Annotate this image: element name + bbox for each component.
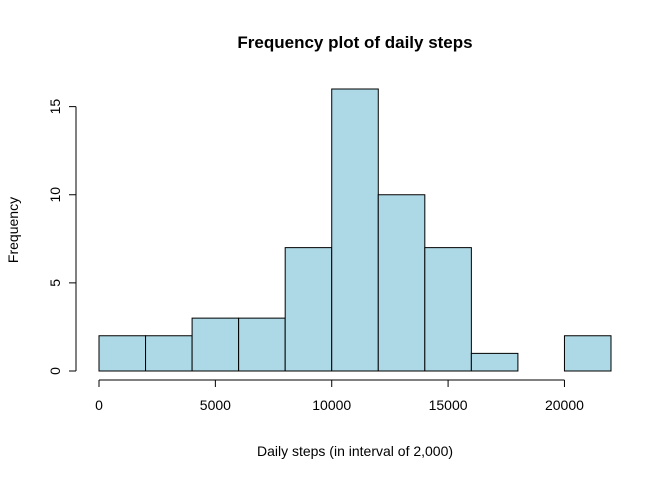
x-tick-label: 5000 bbox=[200, 397, 231, 413]
histogram-bar bbox=[563, 335, 612, 372]
histogram-bar bbox=[470, 352, 519, 372]
chart-title: Frequency plot of daily steps bbox=[237, 33, 472, 52]
y-tick-label: 0 bbox=[47, 367, 63, 375]
y-axis-label: Frequency bbox=[5, 197, 21, 263]
bars-group bbox=[98, 88, 612, 372]
histogram-bar bbox=[424, 247, 472, 372]
y-tick-label: 10 bbox=[47, 187, 63, 203]
histogram-bar bbox=[238, 317, 286, 372]
x-axis-label: Daily steps (in interval of 2,000) bbox=[257, 443, 453, 459]
histogram-bar bbox=[284, 247, 333, 372]
histogram-bar bbox=[331, 88, 379, 372]
x-tick-label: 0 bbox=[95, 397, 103, 413]
y-axis: 0 5 10 15 bbox=[47, 99, 77, 375]
x-tick-label: 20000 bbox=[545, 397, 584, 413]
histogram-bar bbox=[377, 194, 426, 372]
x-axis: 0 5000 10000 15000 20000 bbox=[95, 379, 584, 413]
histogram-bar bbox=[145, 335, 193, 372]
x-tick-label: 15000 bbox=[429, 397, 468, 413]
y-tick-label: 5 bbox=[47, 279, 63, 287]
histogram-bar bbox=[191, 317, 240, 372]
y-tick-label: 15 bbox=[47, 99, 63, 115]
histogram-bar bbox=[98, 335, 147, 372]
x-tick-label: 10000 bbox=[312, 397, 351, 413]
